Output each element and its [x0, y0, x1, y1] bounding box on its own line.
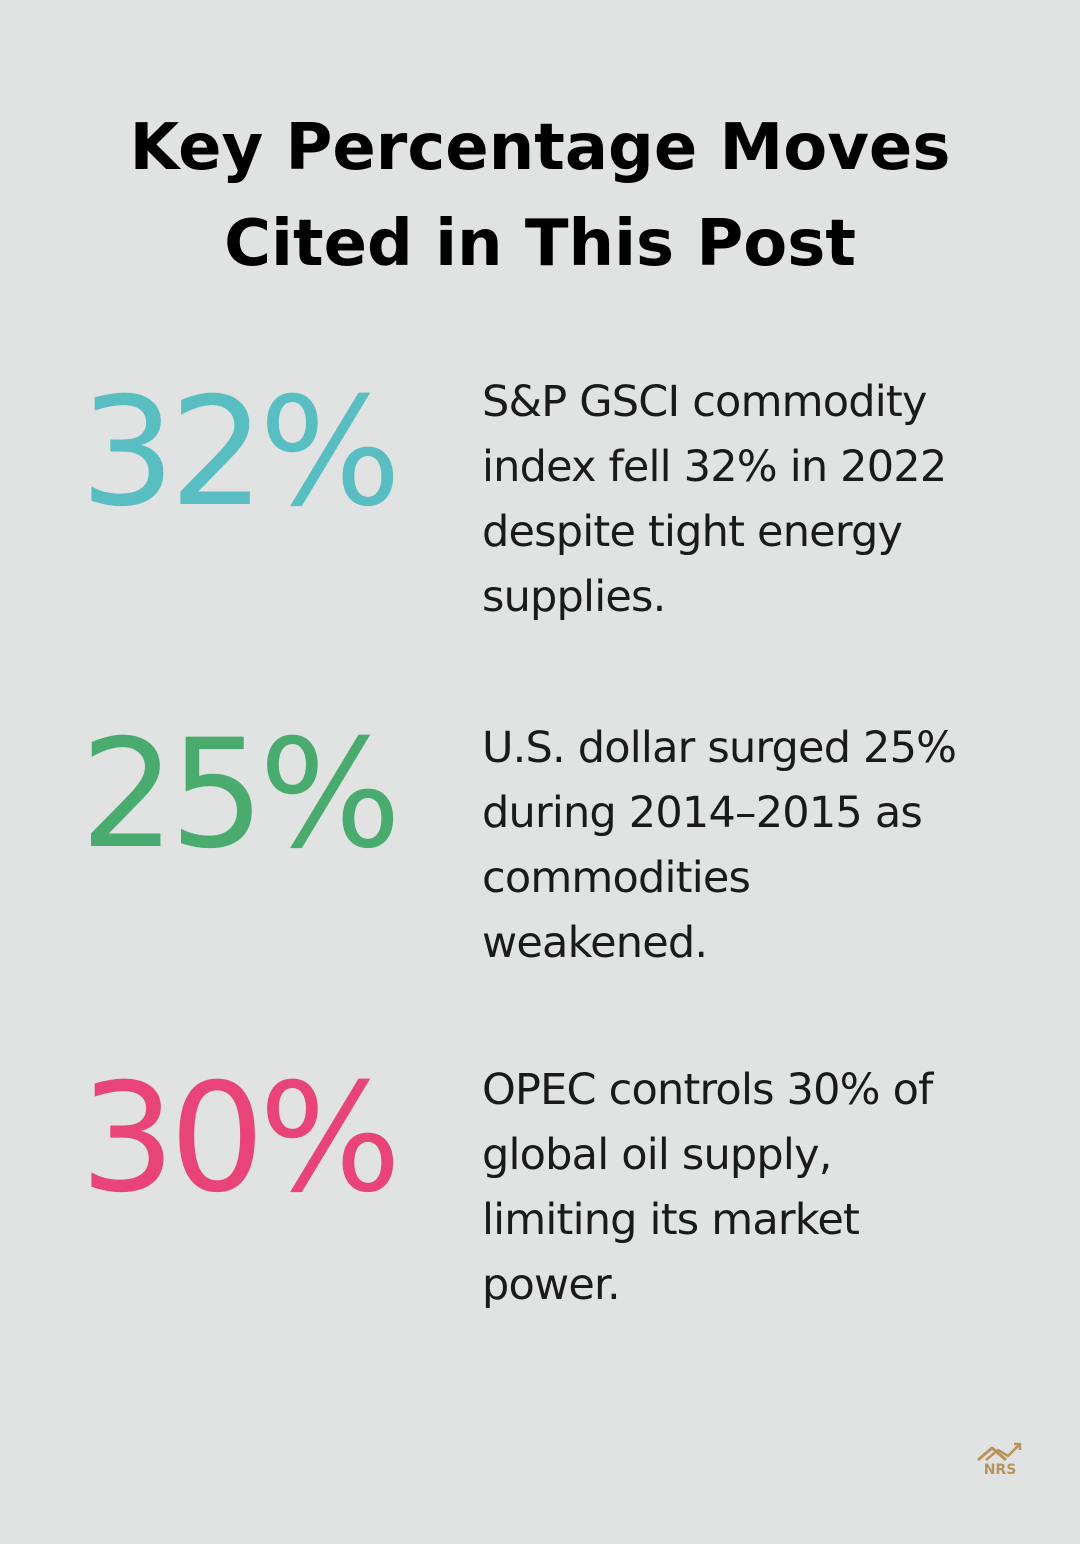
title-line-1: Key Percentage Moves — [129, 111, 951, 185]
stat-description-line: commodities — [482, 853, 751, 903]
stat-description-line: S&P GSCI commodity — [482, 377, 927, 427]
stat-description-line: during 2014–2015 as — [482, 788, 923, 838]
stat-description-line: despite tight energy — [482, 507, 903, 557]
stat-description-line: OPEC controls 30% of — [482, 1065, 933, 1115]
stat-description-line: supplies. — [482, 572, 666, 622]
stat-description-line: power. — [482, 1260, 621, 1310]
stat-description-line: U.S. dollar surged 25% — [482, 723, 957, 773]
stat-value: 32% — [80, 366, 401, 540]
stat-description-line: global oil supply, — [482, 1130, 832, 1180]
stat-description: S&P GSCI commodity index fell 32% in 202… — [482, 370, 1002, 630]
stat-description-line: limiting its market — [482, 1195, 860, 1245]
nrs-logo: NRS — [972, 1440, 1028, 1484]
house-chart-icon — [977, 1442, 1022, 1462]
stat-description-line: index fell 32% in 2022 — [482, 442, 947, 492]
stat-value: 30% — [80, 1052, 401, 1226]
stat-description: OPEC controls 30% of global oil supply, … — [482, 1058, 1002, 1318]
stat-description: U.S. dollar surged 25% during 2014–2015 … — [482, 716, 1002, 976]
stat-description-line: weakened. — [482, 918, 708, 968]
title-line-2: Cited in This Post — [224, 207, 856, 281]
page-title: Key Percentage Moves Cited in This Post — [0, 100, 1080, 292]
logo-text: NRS — [983, 1462, 1017, 1478]
stat-value: 25% — [80, 708, 401, 882]
